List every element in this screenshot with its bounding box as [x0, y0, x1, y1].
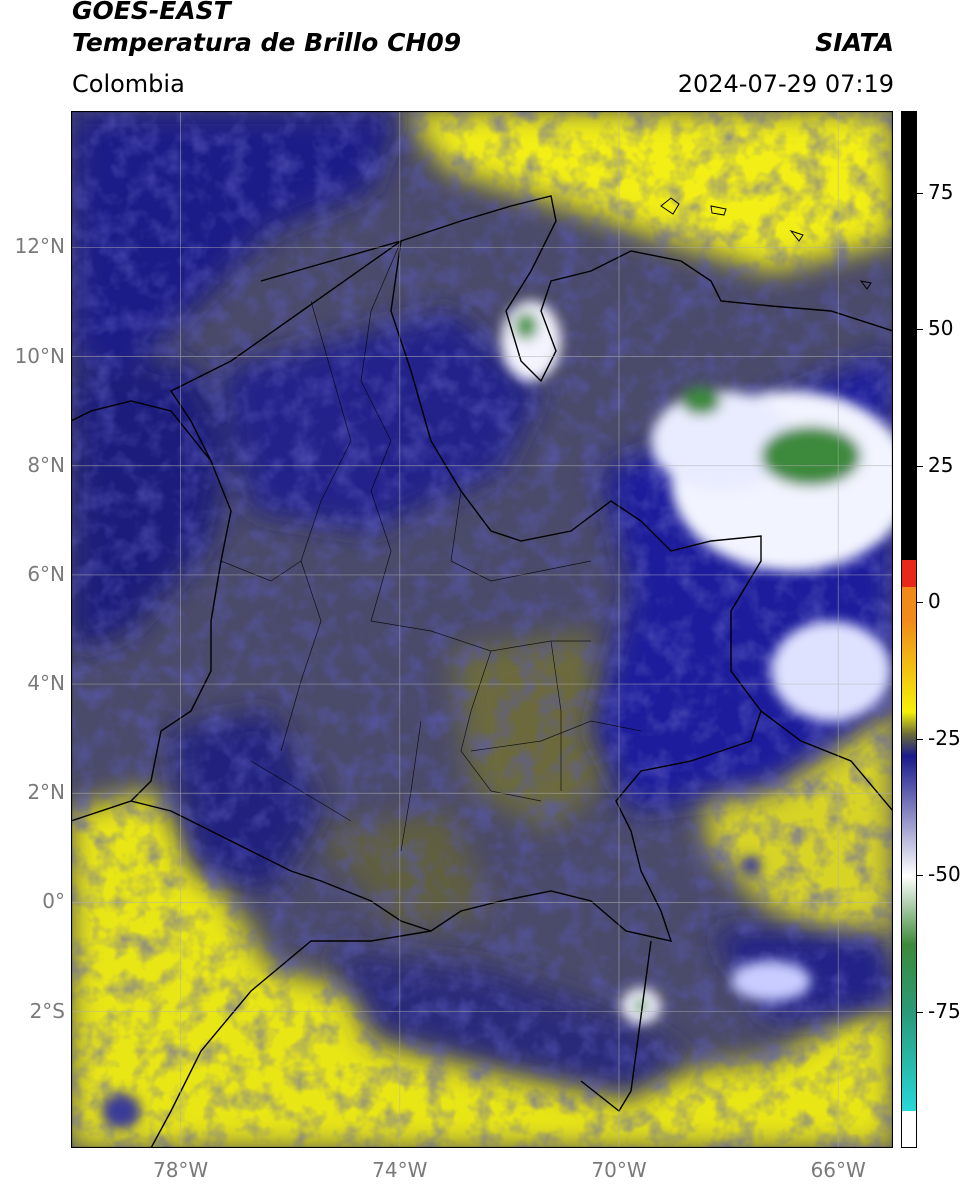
colorbar-segment	[902, 1110, 916, 1147]
colorbar-gradient	[902, 876, 916, 1013]
brand-label: SIATA	[815, 28, 894, 57]
latitude-label: 0°	[42, 889, 65, 914]
satellite-map	[71, 111, 893, 1148]
map-frame	[71, 111, 893, 1148]
map-canvas	[71, 111, 893, 1148]
longitude-label: 78°W	[152, 1158, 209, 1182]
latitude-label: 4°N	[27, 671, 65, 696]
colorbar-segment	[902, 112, 916, 560]
colorbar-tick	[917, 329, 923, 331]
colorbar-tick	[917, 465, 923, 467]
colorbar-tick-label: -75	[928, 998, 961, 1023]
colorbar-gradient	[902, 619, 916, 713]
longitude-label: 74°W	[372, 1158, 428, 1182]
latitude-label: 2°S	[29, 998, 65, 1023]
graticule	[71, 111, 893, 1148]
coastline-islands	[660, 197, 872, 290]
colorbar-gradient	[902, 756, 916, 877]
colorbar-gradient	[902, 1012, 916, 1111]
colorbar-tick-label: 50	[928, 316, 954, 341]
region-label: Colombia	[72, 70, 185, 98]
colorbar-tick	[917, 1011, 923, 1013]
timestamp-label: 2024-07-29 07:19	[677, 70, 894, 98]
colorbar-tick	[917, 602, 923, 604]
colorbar-tick-label: 25	[928, 452, 954, 477]
colorbar-tick	[917, 192, 923, 194]
longitude-label: 66°W	[810, 1158, 866, 1182]
colorbar	[901, 111, 917, 1148]
colorbar-tick	[917, 738, 923, 740]
latitude-label: 8°N	[27, 452, 65, 477]
colorbar-tick-label: 0	[928, 589, 941, 614]
satellite-title: GOES-EAST	[72, 0, 231, 25]
colorbar-tick-label: -50	[928, 862, 961, 887]
colorbar-segment	[902, 559, 916, 587]
colorbar-gradient	[902, 712, 916, 757]
longitude-label: 70°W	[591, 1158, 647, 1182]
colorbar-tick-label: 75	[928, 179, 954, 204]
deep-convection	[101, 301, 893, 1129]
colorbar-tick	[917, 875, 923, 877]
latitude-label: 2°N	[27, 780, 65, 805]
latitude-label: 10°N	[14, 343, 65, 368]
country-borders	[71, 195, 893, 1148]
colorbar-tick-label: -25	[928, 725, 961, 750]
latitude-label: 12°N	[14, 234, 65, 259]
department-borders	[220, 240, 642, 852]
product-title: Temperatura de Brillo CH09	[72, 28, 462, 57]
latitude-label: 6°N	[27, 561, 65, 586]
